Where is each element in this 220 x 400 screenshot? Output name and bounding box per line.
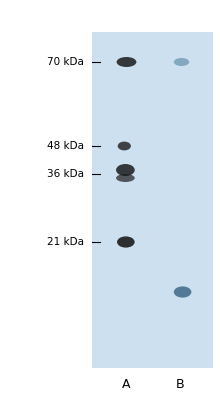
Text: 70 kDa: 70 kDa bbox=[47, 57, 84, 67]
Ellipse shape bbox=[117, 236, 135, 248]
Text: B: B bbox=[176, 378, 185, 390]
Ellipse shape bbox=[118, 142, 131, 150]
Ellipse shape bbox=[116, 174, 135, 182]
Ellipse shape bbox=[116, 164, 135, 176]
Text: 36 kDa: 36 kDa bbox=[47, 169, 84, 179]
Ellipse shape bbox=[174, 286, 191, 298]
Text: A: A bbox=[122, 378, 131, 390]
Text: 48 kDa: 48 kDa bbox=[47, 141, 84, 151]
FancyBboxPatch shape bbox=[92, 32, 213, 368]
Text: 21 kDa: 21 kDa bbox=[47, 237, 84, 247]
Ellipse shape bbox=[174, 58, 189, 66]
Ellipse shape bbox=[117, 57, 136, 67]
